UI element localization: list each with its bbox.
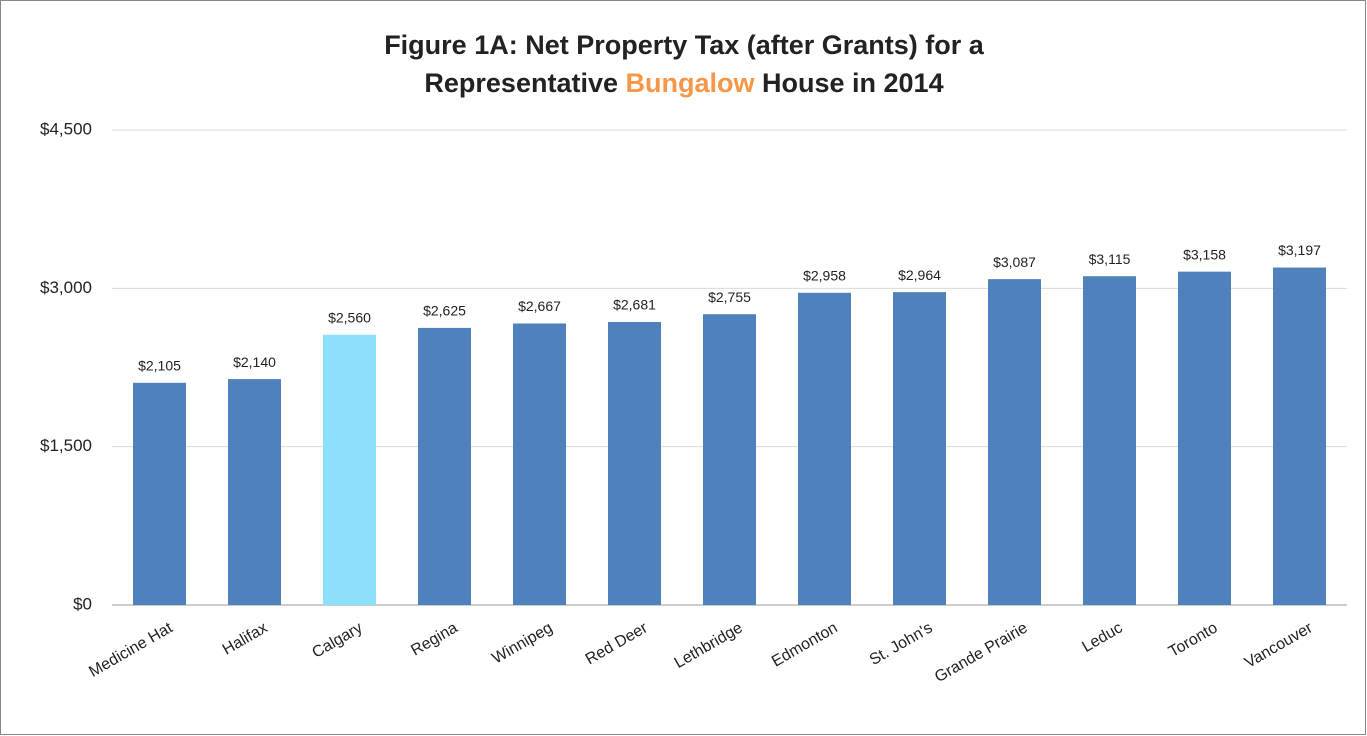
bar [1083, 276, 1136, 605]
bar [228, 379, 281, 605]
bar [893, 292, 946, 605]
value-label: $3,197 [1278, 242, 1321, 258]
title-part: Bungalow [626, 68, 756, 98]
value-label: $2,560 [328, 309, 371, 325]
y-tick-label: $4,500 [40, 119, 92, 138]
value-label: $2,105 [138, 358, 181, 374]
bar [323, 334, 376, 605]
bar [608, 322, 661, 605]
value-label: $2,964 [898, 267, 941, 283]
bar [798, 292, 851, 605]
y-tick-label: $0 [73, 594, 92, 613]
bar [513, 323, 566, 605]
value-label: $2,958 [803, 267, 846, 283]
value-label: $2,140 [233, 354, 276, 370]
y-tick-label: $1,500 [40, 436, 92, 455]
title-part: Representative [424, 68, 625, 98]
value-label: $3,158 [1183, 246, 1226, 262]
value-label: $2,667 [518, 298, 561, 314]
bar [418, 327, 471, 605]
value-label: $3,115 [1089, 251, 1131, 267]
bar [1178, 271, 1231, 605]
bar [703, 314, 756, 605]
value-label: $3,087 [993, 254, 1036, 270]
bar [988, 279, 1041, 605]
value-label: $2,755 [708, 289, 751, 305]
bar [1273, 267, 1326, 605]
value-label: $2,625 [423, 303, 466, 319]
value-label: $2,681 [613, 297, 656, 313]
title-part: House in 2014 [755, 68, 944, 98]
y-tick-label: $3,000 [40, 278, 92, 297]
bar [133, 382, 186, 605]
chart-title: Figure 1A: Net Property Tax (after Grant… [384, 30, 985, 60]
title-part: Figure 1A: Net Property Tax (after Grant… [384, 30, 985, 60]
chart-title: Representative Bungalow House in 2014 [424, 68, 943, 98]
